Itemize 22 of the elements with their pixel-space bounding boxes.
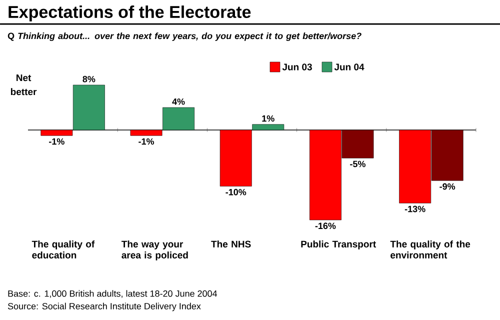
- data-label: -1%: [138, 138, 154, 145]
- legend-label: Jun 04: [334, 64, 364, 70]
- data-label: 8%: [82, 76, 96, 82]
- x-tick-label: Public Transport: [301, 240, 376, 250]
- data-label: 1%: [262, 115, 274, 122]
- legend-label: Jun 03: [282, 64, 312, 70]
- x-tick-label: The quality of the environment: [390, 240, 470, 258]
- data-label: -10%: [226, 188, 246, 196]
- x-tick-label: The NHS: [211, 240, 251, 248]
- y-axis-title: Net better: [10, 74, 37, 96]
- data-label: -9%: [440, 183, 456, 190]
- source-note: Source: Social Research Institute Delivery Index: [8, 302, 201, 312]
- text: Base: c. 1,000 British adults, latest 18-20 June 2004: [8, 290, 218, 298]
- chart-subtitle: Q Thinking about... over the next few years, do you expect it to get better/worse?: [8, 32, 362, 41]
- x-tick-label: The quality of education: [32, 240, 95, 258]
- data-label: -1%: [49, 138, 64, 145]
- data-label: -5%: [350, 160, 366, 168]
- x-tick-label: The way your area is policed: [122, 240, 188, 260]
- data-label: 4%: [172, 98, 185, 105]
- chart-title: Expectations of the Electorate: [8, 6, 251, 22]
- data-label: -16%: [315, 222, 336, 230]
- data-label: -13%: [404, 206, 426, 212]
